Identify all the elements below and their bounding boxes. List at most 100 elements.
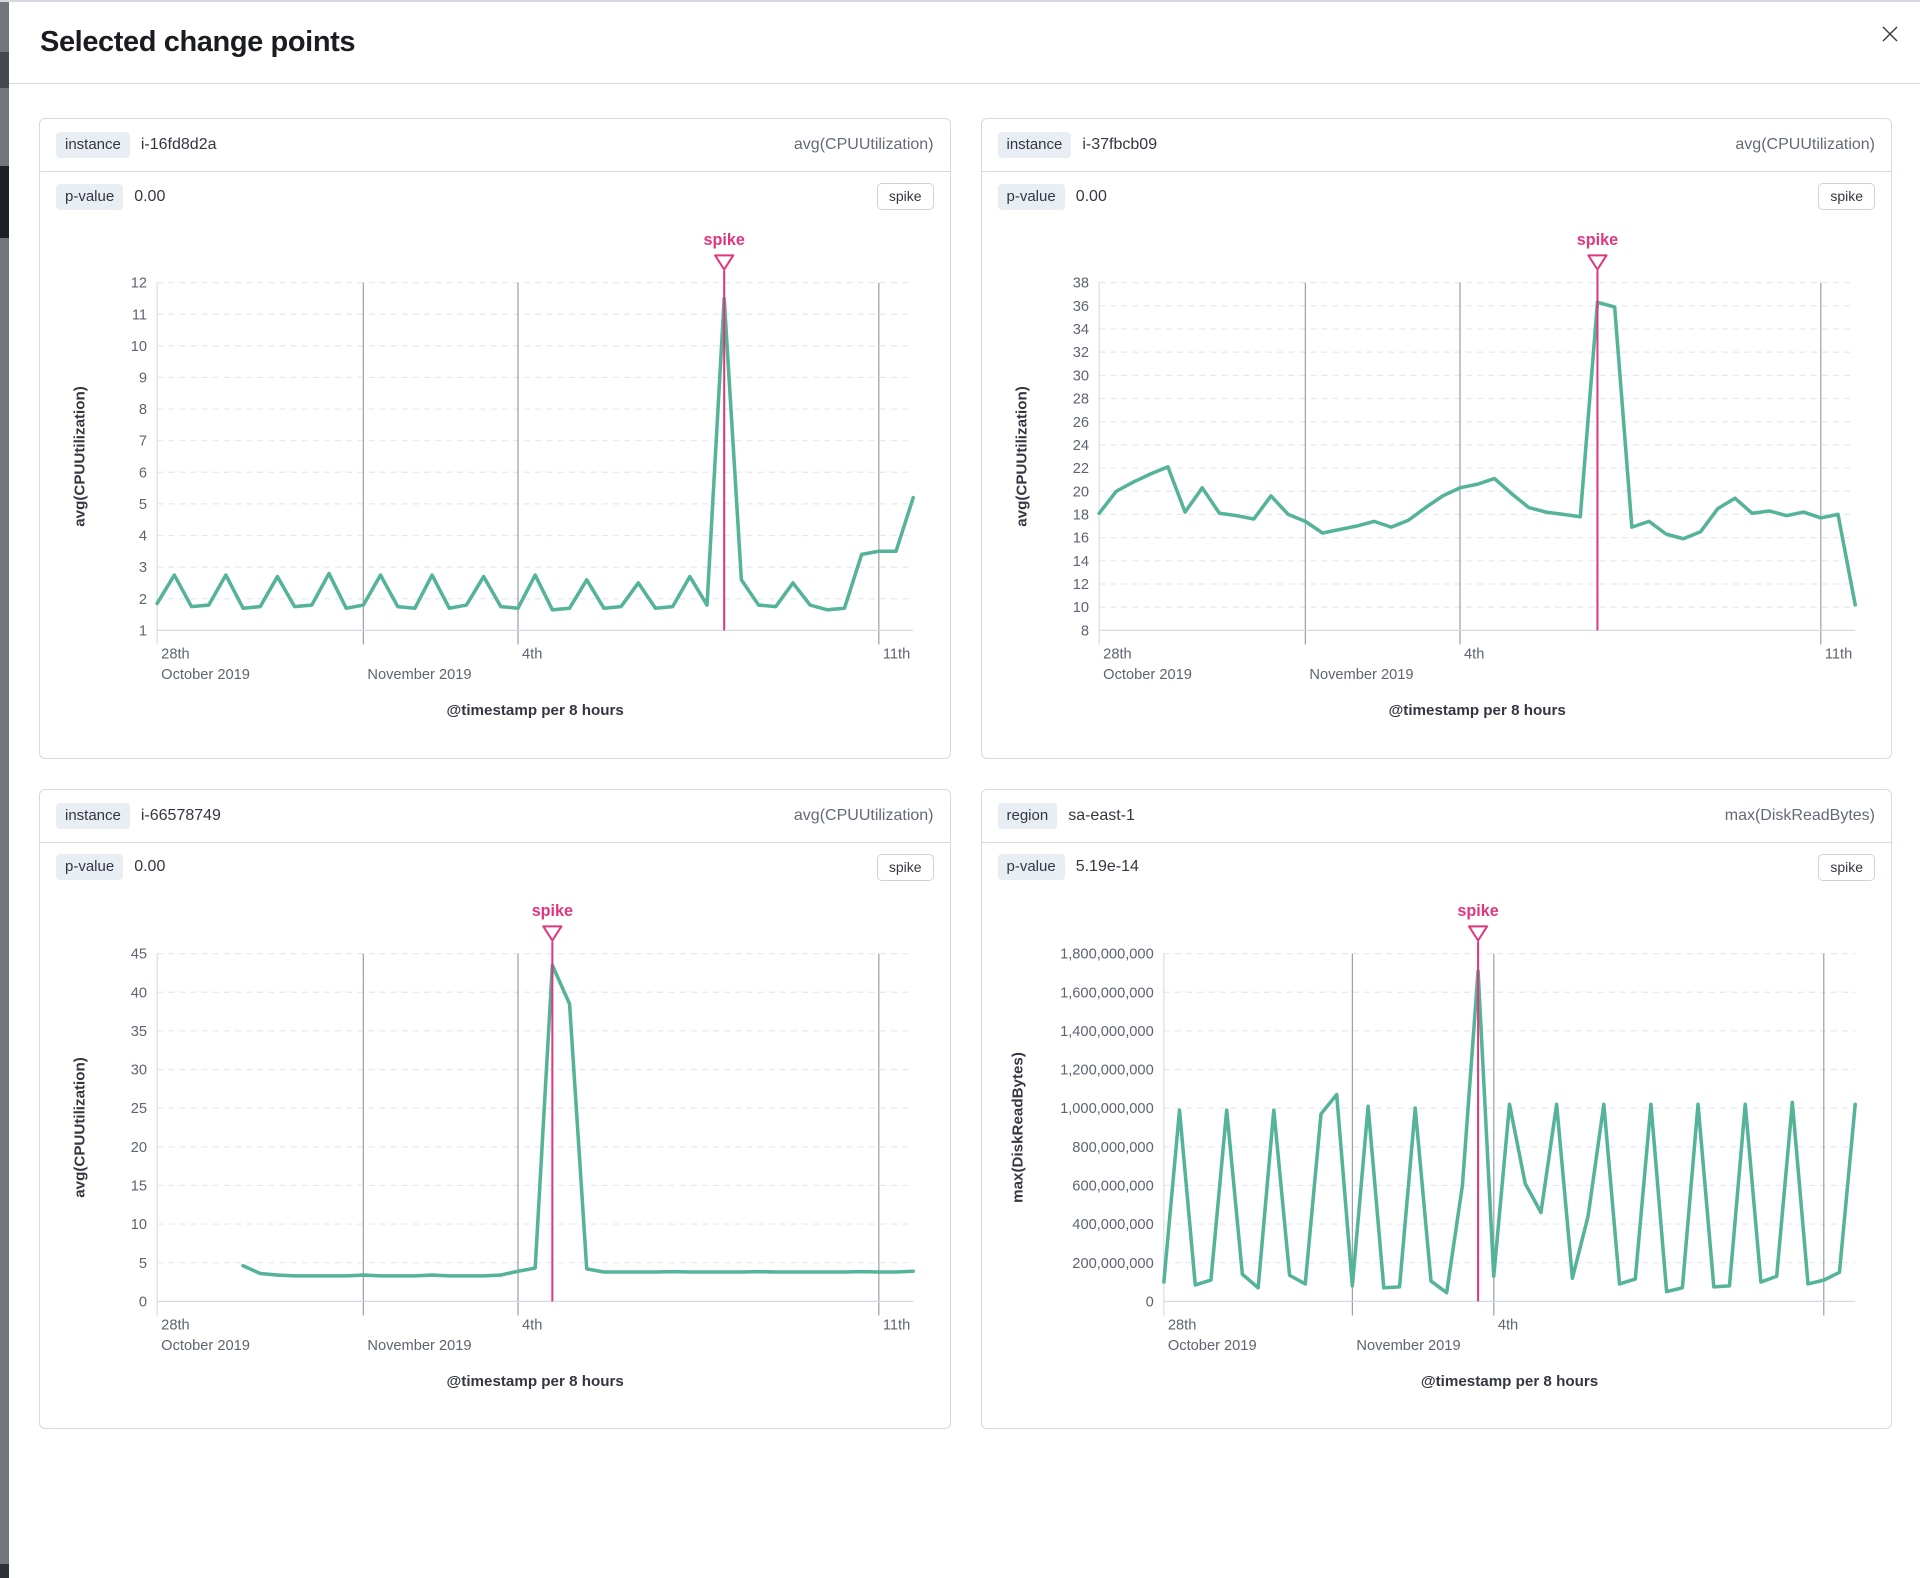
svg-text:3: 3 <box>139 560 147 576</box>
change-point-panel: region sa-east-1 max(DiskReadBytes) p-va… <box>980 788 1892 1430</box>
change-type-button[interactable]: spike <box>1818 853 1875 881</box>
svg-text:5: 5 <box>139 1255 147 1271</box>
panel-header-row: instance i-37fbcb09 avg(CPUUtilization) <box>981 119 1891 172</box>
close-button[interactable] <box>1872 16 1908 52</box>
svg-text:1,800,000,000: 1,800,000,000 <box>1060 946 1154 962</box>
metric-label: avg(CPUUtilization) <box>793 806 934 824</box>
svg-text:October 2019: October 2019 <box>1103 667 1192 683</box>
svg-text:20: 20 <box>1072 484 1088 500</box>
flyout-header: Selected change points <box>9 2 1920 84</box>
change-point-panels-grid: instance i-16fd8d2a avg(CPUUtilization) … <box>9 84 1920 1459</box>
group-identifier: instance i-66578749 <box>56 802 221 829</box>
svg-text:2: 2 <box>139 592 147 608</box>
p-value-badge: p-value <box>56 183 124 210</box>
svg-text:4th: 4th <box>1464 647 1484 663</box>
svg-text:14: 14 <box>1072 554 1088 570</box>
svg-text:11th: 11th <box>883 647 910 663</box>
line-series <box>1161 968 1857 1295</box>
svg-text:5: 5 <box>139 497 147 513</box>
close-icon <box>1880 24 1900 44</box>
svg-text:9: 9 <box>139 371 147 387</box>
change-point-panel: instance i-16fd8d2a avg(CPUUtilization) … <box>39 118 951 759</box>
svg-text:spike: spike <box>532 902 573 920</box>
change-type-button[interactable]: spike <box>876 853 934 881</box>
p-value-group: p-value 5.19e-14 <box>997 854 1139 881</box>
chart-container: 0 200,000,000 400,000,000 600,000,000 800,00… <box>982 891 1892 1429</box>
group-value: i-37fbcb09 <box>1082 136 1158 153</box>
spike-annotation: spike <box>704 231 745 631</box>
svg-text:spike: spike <box>1457 902 1498 920</box>
svg-text:October 2019: October 2019 <box>161 667 250 683</box>
y-axis-title: avg(CPUUtilization) <box>71 386 88 527</box>
chart-container: 0 5 10 15 20 25 30 35 40 45 28th October 2019 Novemb… <box>40 891 950 1429</box>
svg-text:18: 18 <box>1072 507 1088 523</box>
svg-text:1,600,000,000: 1,600,000,000 <box>1060 985 1154 1001</box>
group-identifier: instance i-16fd8d2a <box>56 132 217 158</box>
panel-header-row: instance i-66578749 avg(CPUUtilization) <box>40 790 950 843</box>
svg-text:32: 32 <box>1072 345 1088 361</box>
y-axis-title: max(DiskReadBytes) <box>1009 1052 1026 1203</box>
svg-text:200,000,000: 200,000,000 <box>1072 1255 1153 1271</box>
svg-text:1: 1 <box>139 623 147 639</box>
svg-text:600,000,000: 600,000,000 <box>1072 1178 1153 1194</box>
y-axis-title: avg(CPUUtilization) <box>71 1057 88 1198</box>
line-series <box>155 296 915 612</box>
chart-canvas: 0 5 10 15 20 25 30 35 40 45 28th October 2019 Novemb… <box>71 902 915 1390</box>
svg-text:11th: 11th <box>883 1317 910 1333</box>
svg-text:4th: 4th <box>522 1317 542 1333</box>
group-value: i-66578749 <box>140 806 221 824</box>
svg-text:11: 11 <box>132 307 147 323</box>
svg-text:28th: 28th <box>1167 1317 1196 1333</box>
svg-text:spike: spike <box>704 231 745 249</box>
x-axis: 28th October 2019 November 2019 4th 11th @tim… <box>156 282 914 719</box>
change-points-flyout: Selected change points instance i-16fd8d… <box>9 2 1920 1578</box>
line-series <box>1096 300 1857 607</box>
svg-text:28: 28 <box>1072 392 1088 408</box>
background-page-edge <box>0 0 9 1578</box>
svg-text:8: 8 <box>139 402 147 418</box>
change-type-button[interactable]: spike <box>876 183 934 210</box>
svg-text:30: 30 <box>1072 368 1088 384</box>
group-identifier: instance i-37fbcb09 <box>997 132 1158 158</box>
group-identifier: region sa-east-1 <box>997 802 1135 829</box>
svg-text:11th: 11th <box>1824 647 1851 663</box>
change-type-button[interactable]: spike <box>1818 183 1875 210</box>
p-value: 0.00 <box>134 858 166 876</box>
background-page-top-edge <box>0 0 1920 2</box>
svg-text:12: 12 <box>131 276 147 292</box>
svg-text:20: 20 <box>131 1139 147 1155</box>
gridlines: 0 5 10 15 20 25 30 35 40 45 <box>131 946 914 1310</box>
chart-canvas: 8 10 12 14 16 18 20 22 24 26 28 30 32 34 36 38 28th Octob… <box>1013 231 1857 719</box>
line-series <box>241 963 915 1278</box>
svg-text:16: 16 <box>1072 531 1088 547</box>
p-value: 5.19e-14 <box>1075 858 1139 876</box>
p-value-group: p-value 0.00 <box>997 183 1107 210</box>
group-value: i-16fd8d2a <box>140 136 217 153</box>
svg-text:24: 24 <box>1072 438 1088 454</box>
svg-text:7: 7 <box>139 434 147 450</box>
svg-text:spike: spike <box>1576 231 1617 249</box>
svg-text:@timestamp per 8 hours: @timestamp per 8 hours <box>447 1373 624 1390</box>
svg-text:400,000,000: 400,000,000 <box>1072 1217 1153 1233</box>
svg-text:4th: 4th <box>1497 1317 1517 1333</box>
metric-label: max(DiskReadBytes) <box>1724 806 1875 824</box>
svg-text:4th: 4th <box>522 647 542 663</box>
p-value: 0.00 <box>134 187 166 205</box>
y-axis-title: avg(CPUUtilization) <box>1013 386 1030 527</box>
svg-text:4: 4 <box>139 529 147 545</box>
svg-text:15: 15 <box>131 1178 147 1194</box>
svg-text:1,200,000,000: 1,200,000,000 <box>1060 1062 1154 1078</box>
group-field-badge: instance <box>997 132 1072 158</box>
svg-text:@timestamp per 8 hours: @timestamp per 8 hours <box>1420 1373 1597 1390</box>
metric-label: avg(CPUUtilization) <box>1735 136 1875 153</box>
svg-text:30: 30 <box>131 1062 147 1078</box>
gridlines: 8 10 12 14 16 18 20 22 24 26 28 30 32 34 36 38 <box>1072 276 1855 639</box>
svg-text:10: 10 <box>131 339 147 355</box>
svg-text:28th: 28th <box>161 1317 190 1333</box>
group-field-badge: region <box>997 802 1058 829</box>
group-field-badge: instance <box>56 132 130 158</box>
group-field-badge: instance <box>56 802 130 829</box>
panel-stats-row: p-value 0.00 spike <box>40 172 950 220</box>
group-value: sa-east-1 <box>1068 806 1135 824</box>
